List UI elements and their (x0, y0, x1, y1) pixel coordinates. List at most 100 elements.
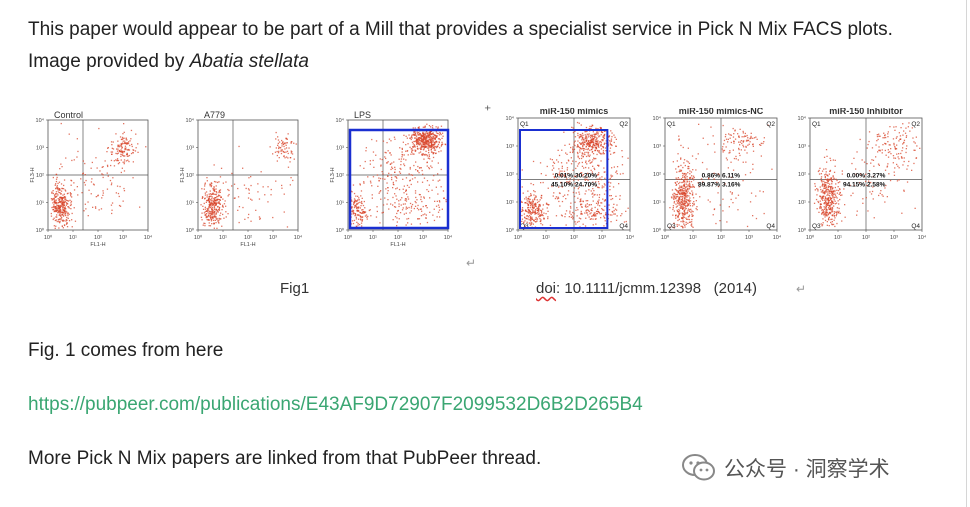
watermark-text: 公众号 · 洞察学术 (724, 458, 890, 481)
y-tick-label: 10¹ (798, 200, 806, 206)
y-tick-label: 10⁰ (36, 227, 45, 234)
figure-caption: Fig1 (280, 280, 310, 297)
y-tick-label: 10³ (653, 144, 661, 150)
highlight-box (519, 129, 609, 229)
y-tick-label: 10² (653, 172, 661, 178)
x-tick-label: 10² (244, 235, 252, 241)
return-mark: ↵ (796, 282, 807, 296)
quadrant-percent: 89.87% (698, 182, 720, 189)
quadrant-percent: 6.11% (722, 173, 740, 180)
x-tick-label: 10¹ (689, 235, 697, 241)
y-tick-label: 10⁰ (653, 227, 662, 234)
doi-value: : 10.1111/jcmm.12398 (2014) (556, 280, 757, 297)
quadrant-label: Q4 (766, 223, 775, 230)
quadrant-percent: 0.00% (847, 173, 866, 180)
x-tick-label: 10⁴ (773, 234, 782, 241)
y-tick-label: 10² (186, 173, 194, 179)
facs-panel-mir150-mimics: miR-150 mimics 10⁰ 10⁰ 10¹ 10¹ 10² 10² 10³ 10³ 10… (498, 108, 640, 250)
y-tick-label: 10⁰ (798, 227, 807, 234)
quadrant-percent: 0.01% (555, 173, 574, 180)
x-tick-label: 10¹ (69, 235, 77, 241)
quadrant-percent: 3.16% (722, 182, 741, 189)
quadrant-label: Q1 (667, 121, 676, 128)
x-tick-label: 10⁴ (626, 234, 635, 241)
quadrant-label: Q3 (667, 223, 676, 230)
x-tick-label: 10² (862, 235, 870, 241)
scatter-dots (813, 122, 921, 228)
intro-paragraph: This paper would appear to be part of a … (28, 14, 948, 78)
scatter-dots (669, 123, 773, 229)
facs-panel-mir150-inhibitor: miR-150 Inhibitor 10⁰ 10⁰ 10¹ 10¹ 10² 10² 10³ 10… (790, 108, 932, 250)
y-tick-label: 10⁰ (336, 227, 345, 234)
pubpeer-link[interactable]: https://pubpeer.com/publications/E43AF9D… (28, 394, 643, 415)
intro-text: This paper would appear to be part of a … (28, 19, 893, 72)
quadrant-label: Q3 (812, 223, 821, 230)
x-tick-label: 10⁰ (806, 234, 815, 241)
scatter-dots (520, 121, 629, 229)
quadrant-label: Q1 (520, 121, 529, 128)
quadrant-percent: 3.27% (867, 173, 886, 180)
y-tick-label: 10⁴ (186, 117, 195, 124)
more-papers-text: More Pick N Mix papers are linked from t… (28, 448, 542, 469)
x-tick-label: 10⁰ (194, 234, 203, 241)
quadrant-percent: 2.58% (867, 182, 886, 189)
x-tick-label: 10³ (598, 235, 606, 241)
x-tick-label: 10⁰ (44, 234, 53, 241)
y-tick-label: 10² (506, 172, 514, 178)
facs-panel-a779: A779 10⁰ 10⁰ 10¹ 10¹ 10² 10² 10³ 10³ 10⁴ 10⁴ FL1-H F… (178, 108, 310, 250)
y-axis-label: FL3-H (180, 167, 186, 182)
y-tick-label: 10³ (336, 146, 344, 152)
y-tick-label: 10⁰ (506, 227, 515, 234)
quadrant-label: Q2 (619, 121, 628, 128)
highlight-box (348, 128, 450, 230)
y-tick-label: 10⁴ (336, 117, 345, 124)
right-border (966, 0, 967, 507)
return-mark: ↵ (466, 256, 477, 270)
x-tick-label: 10⁰ (661, 234, 670, 241)
x-tick-label: 10² (717, 235, 725, 241)
y-tick-label: 10² (798, 172, 806, 178)
facs-panel-control: Control 10⁰ 10⁰ 10¹ 10¹ 10² 10² 10³ 10³ 10⁴ 10⁴ FL1… (28, 108, 160, 250)
facs-panel-lps: LPS 10⁰ 10⁰ 10¹ 10¹ 10² 10² 10³ 10³ 10⁴ 10⁴ FL1-H FL… (328, 108, 460, 250)
y-tick-label: 10² (36, 173, 44, 179)
quadrant-percent: 45.10% (551, 182, 573, 189)
x-axis-label: FL1-H (90, 242, 105, 248)
x-tick-label: 10¹ (219, 235, 227, 241)
quadrant-label: Q2 (911, 121, 920, 128)
x-tick-label: 10⁰ (514, 234, 523, 241)
quadrant-percent: 30.20% (575, 173, 597, 180)
scatter-dots (350, 123, 447, 229)
x-tick-label: 10³ (269, 235, 277, 241)
quadrant-percent: 94.15% (843, 182, 865, 189)
doi-label: doi (536, 280, 557, 297)
wechat-watermark: 公众号 · 洞察学术 (682, 452, 890, 484)
y-tick-label: 10³ (506, 144, 514, 150)
panel-title: Control (54, 110, 83, 120)
panel-title: miR-150 mimics (540, 108, 609, 116)
x-axis-label: FL1-H (390, 242, 405, 248)
x-tick-label: 10¹ (834, 235, 842, 241)
quadrant-label: Q4 (619, 223, 628, 230)
wechat-icon (682, 454, 715, 481)
y-tick-label: 10¹ (653, 200, 661, 206)
x-tick-label: 10³ (119, 235, 127, 241)
x-tick-label: 10² (94, 235, 102, 241)
panel-title: LPS (354, 110, 371, 120)
x-axis-label: FL1-H (240, 242, 255, 248)
fig-source-text: Fig. 1 comes from here (28, 340, 224, 361)
quadrant-label: Q1 (812, 121, 821, 128)
scatter-dots (50, 122, 147, 229)
quadrant-percent: 0.86% (702, 173, 721, 180)
y-tick-label: 10¹ (506, 200, 514, 206)
y-tick-label: 10⁴ (653, 115, 662, 122)
facs-panel-mir150-mimics-nc: miR-150 mimics-NC 10⁰ 10⁰ 10¹ 10¹ 10² 10² 10³ 10… (645, 108, 787, 250)
panel-title: miR-150 mimics-NC (679, 108, 764, 116)
x-tick-label: 10³ (745, 235, 753, 241)
y-tick-label: 10³ (798, 144, 806, 150)
x-tick-label: 10² (394, 235, 402, 241)
